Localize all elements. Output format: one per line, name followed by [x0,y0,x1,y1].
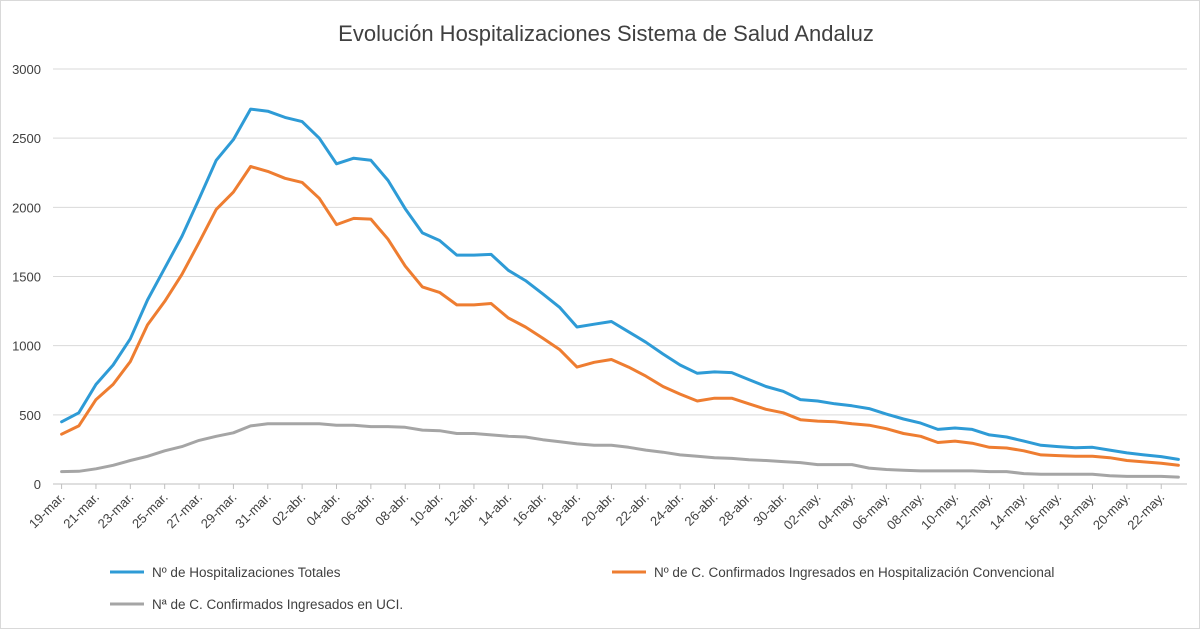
x-tick-label: 27-mar. [163,490,205,532]
y-tick-label: 1500 [12,270,41,285]
x-tick-label: 06-may. [849,490,892,533]
series-lines [60,107,1180,479]
y-tick-label: 500 [19,408,41,423]
x-tick-label: 19-mar. [26,490,68,532]
series-line-2 [60,165,1180,467]
grid-lines [53,68,1187,485]
series-line-3 [60,422,1180,479]
x-tick-label: 20-abr. [578,490,617,529]
y-tick-label: 1000 [12,339,41,354]
y-axis-ticks: 0 500 1000 1500 2000 2500 3000 [12,62,41,492]
legend-label-2: Nº de C. Confirmados Ingresados en Hospi… [654,565,1054,580]
x-tick-label: 21-mar. [60,490,102,532]
x-tick-label: 14-abr. [475,490,514,529]
x-axis-ticks: 19-mar.21-mar.23-mar.25-mar.27-mar.29-ma… [26,484,1167,533]
x-tick-label: 16-abr. [510,490,549,529]
x-tick-label: 22-abr. [613,490,652,529]
legend-label-1: Nº de Hospitalizaciones Totales [152,565,341,580]
series-line-1 [60,107,1180,461]
x-tick-label: 12-may. [952,490,995,533]
x-tick-label: 08-abr. [372,490,411,529]
x-tick-label: 26-abr. [681,490,720,529]
x-tick-label: 04-abr. [303,490,342,529]
y-tick-label: 0 [34,477,41,492]
y-tick-label: 2500 [12,131,41,146]
x-tick-label: 12-abr. [441,490,480,529]
x-tick-label: 04-may. [815,490,858,533]
x-tick-label: 20-may. [1090,490,1133,533]
x-tick-label: 18-abr. [544,490,583,529]
x-tick-label: 23-mar. [95,490,137,532]
x-tick-label: 22-may. [1124,490,1167,533]
x-tick-label: 18-may. [1055,490,1098,533]
legend: Nº de Hospitalizaciones Totales Nº de C. … [110,565,1054,612]
x-tick-label: 10-may. [918,490,961,533]
x-tick-label: 10-abr. [406,490,445,529]
x-tick-label: 24-abr. [647,490,686,529]
x-tick-label: 25-mar. [129,490,171,532]
y-tick-label: 3000 [12,62,41,77]
x-tick-label: 02-may. [781,490,824,533]
x-tick-label: 08-may. [884,490,927,533]
chart-title: Evolución Hospitalizaciones Sistema de S… [338,21,874,46]
x-tick-label: 29-mar. [198,490,240,532]
legend-label-3: Nª de C. Confirmados Ingresados en UCI. [152,597,403,612]
x-tick-label: 31-mar. [232,490,274,532]
x-tick-label: 14-may. [987,490,1030,533]
x-tick-label: 28-abr. [716,490,755,529]
x-tick-label: 16-may. [1021,490,1064,533]
x-tick-label: 02-abr. [269,490,308,529]
x-tick-label: 06-abr. [338,490,377,529]
y-tick-label: 2000 [12,200,41,215]
